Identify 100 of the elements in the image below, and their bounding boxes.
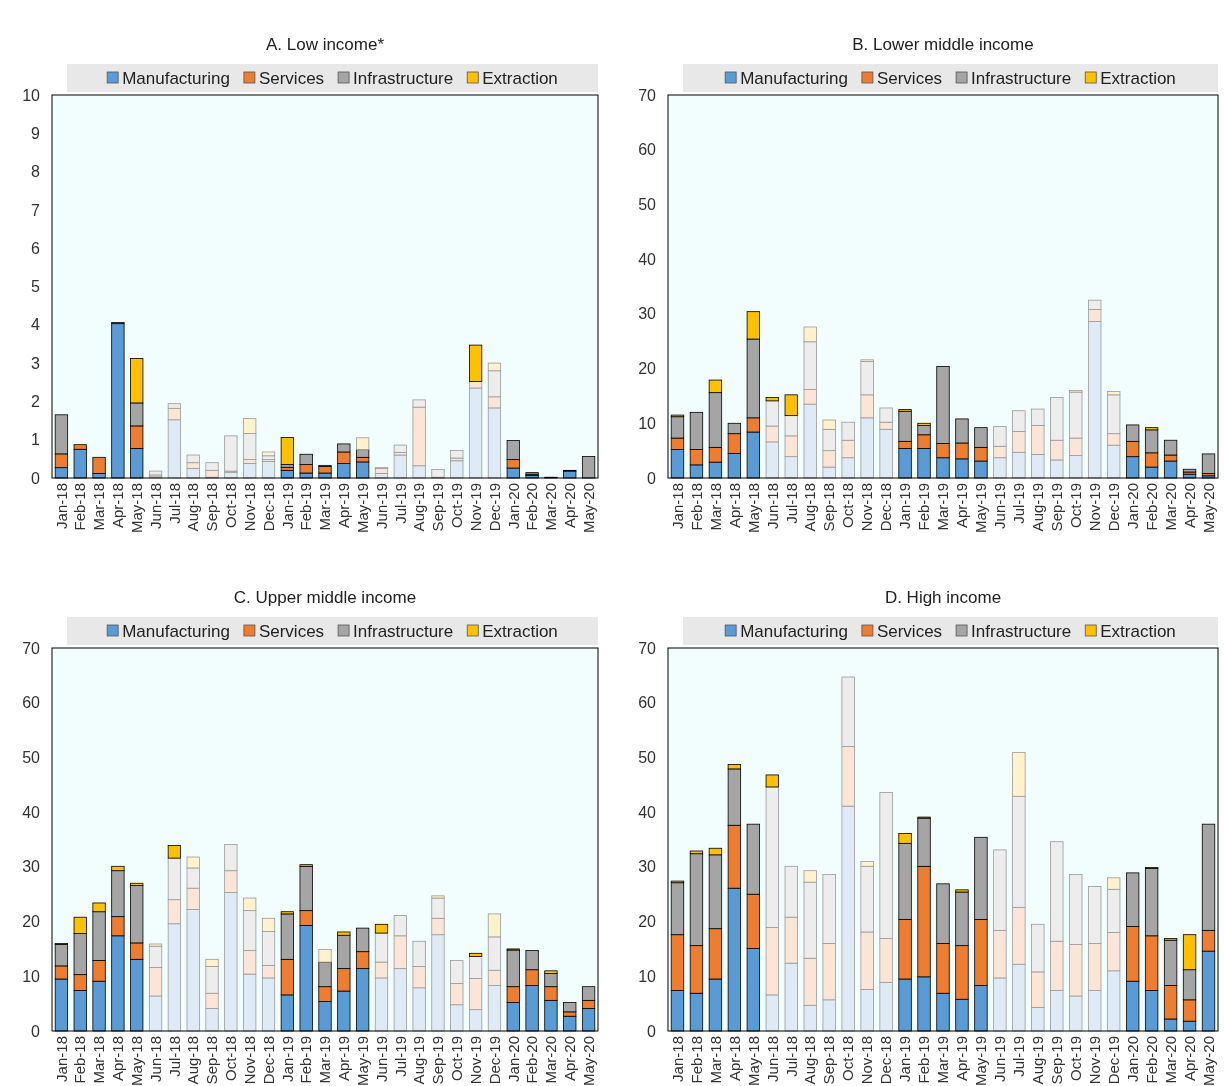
x-tick-label: Jul-18 (165, 1036, 183, 1077)
x-tick-label: May-19 (353, 1036, 371, 1086)
legend-label: Manufacturing (122, 68, 230, 88)
x-tick-label: Jan-19 (278, 483, 296, 529)
y-tick-label: 20 (638, 360, 657, 378)
x-tick-label: Apr-20 (561, 483, 579, 529)
y-tick-label: 70 (638, 86, 657, 104)
x-tick-label: Jun-18 (146, 1036, 164, 1082)
y-tick-label: 1 (31, 431, 41, 449)
y-tick-label: 3 (31, 354, 41, 372)
x-tick-label: Aug-18 (184, 483, 202, 532)
x-tick-label: Feb-20 (523, 483, 541, 531)
x-tick-label: Jun-18 (146, 483, 164, 529)
x-tick-label: Nov-18 (240, 483, 258, 532)
y-tick-label: 0 (647, 469, 657, 487)
x-tick-label: Aug-19 (410, 483, 428, 532)
x-tick-label: Sep-18 (203, 1036, 221, 1085)
y-tick-label: 30 (22, 858, 41, 876)
x-tick-label: Jun-19 (372, 1036, 390, 1082)
y-tick-label: 70 (638, 639, 657, 657)
y-tick-label: 70 (22, 639, 41, 657)
x-tick-label: May-18 (744, 483, 762, 534)
x-tick-label: Jul-19 (1010, 1036, 1028, 1077)
x-tick-label: Oct-19 (1067, 1036, 1085, 1082)
y-tick-label: 10 (638, 967, 657, 985)
legend-label: Manufacturing (740, 68, 848, 88)
x-tick-label: May-19 (972, 1036, 990, 1086)
x-tick-label: Feb-20 (1142, 483, 1160, 531)
x-tick-label: Jan-18 (52, 1036, 70, 1082)
legend-label: Manufacturing (740, 621, 848, 641)
y-tick-label: 9 (31, 124, 41, 142)
y-tick-label: 30 (638, 305, 657, 323)
x-tick-label: Dec-19 (1104, 483, 1122, 532)
y-tick-label: 60 (638, 694, 657, 712)
x-tick-label: Mar-20 (1161, 483, 1179, 531)
y-tick-label: 60 (638, 141, 657, 159)
x-tick-label: Jun-19 (991, 1036, 1009, 1082)
y-tick-label: 30 (638, 858, 657, 876)
x-tick-label: Jan-20 (504, 483, 522, 529)
chart-title: B. Lower middle income (852, 35, 1034, 54)
x-tick-label: Jul-18 (165, 483, 183, 524)
x-tick-label: Mar-18 (706, 1036, 724, 1084)
chart-title: A. Low income* (265, 35, 385, 54)
x-tick-label: Apr-18 (109, 1036, 127, 1082)
x-tick-label: Apr-19 (953, 483, 971, 529)
x-tick-label: May-18 (127, 483, 145, 534)
x-tick-label: Feb-20 (1142, 1036, 1160, 1084)
x-tick-label: Dec-18 (259, 483, 277, 532)
x-tick-label: Feb-18 (687, 483, 705, 531)
x-tick-label: Oct-18 (222, 1036, 240, 1082)
legend-label: Services (876, 68, 943, 88)
y-tick-label: 0 (31, 1022, 41, 1040)
x-tick-label: May-20 (1199, 483, 1217, 534)
x-tick-label: Mar-19 (934, 1036, 952, 1084)
x-tick-label: May-20 (579, 1036, 597, 1086)
x-tick-label: Jul-18 (782, 483, 800, 524)
x-tick-label: Feb-18 (71, 483, 89, 531)
y-tick-label: 10 (22, 86, 41, 104)
x-tick-label: Mar-20 (542, 483, 560, 531)
x-tick-label: Oct-18 (222, 483, 240, 529)
x-tick-label: Apr-18 (725, 483, 743, 529)
x-tick-label: Aug-18 (801, 483, 819, 532)
y-tick-label: 10 (22, 967, 41, 985)
x-tick-label: Sep-18 (203, 483, 221, 532)
y-tick-label: 20 (638, 913, 657, 931)
x-tick-label: May-18 (127, 1036, 145, 1086)
x-tick-label: Mar-18 (706, 483, 724, 531)
y-tick-label: 40 (638, 803, 657, 821)
chart-title: C. Upper middle income (233, 588, 417, 607)
y-tick-label: 2 (31, 393, 41, 411)
x-tick-label: Jun-19 (991, 483, 1009, 529)
x-tick-label: Sep-18 (820, 483, 838, 532)
legend-label: Infrastructure (353, 68, 454, 88)
y-tick-label: 50 (22, 749, 41, 767)
x-tick-label: Oct-19 (448, 483, 466, 529)
legend-label: Infrastructure (971, 621, 1072, 641)
x-tick-label: Jun-18 (763, 483, 781, 529)
x-tick-label: Dec-19 (485, 483, 503, 532)
x-tick-label: Aug-18 (801, 1036, 819, 1085)
x-tick-label: Jul-19 (391, 483, 409, 524)
x-tick-label: Mar-19 (316, 1036, 334, 1084)
x-tick-label: Mar-20 (1161, 1036, 1179, 1084)
x-tick-label: May-18 (744, 1036, 762, 1086)
legend-label: Infrastructure (971, 68, 1072, 88)
x-tick-label: Oct-19 (448, 1036, 466, 1082)
x-tick-label: Jun-18 (763, 1036, 781, 1082)
x-tick-label: Feb-18 (687, 1036, 705, 1084)
x-tick-label: Apr-18 (725, 1036, 743, 1082)
x-tick-label: Apr-19 (335, 483, 353, 529)
x-tick-label: Mar-20 (542, 1036, 560, 1084)
x-tick-label: Feb-19 (915, 1036, 933, 1084)
y-tick-label: 0 (647, 1022, 657, 1040)
y-tick-label: 5 (31, 278, 41, 296)
y-tick-label: 6 (31, 239, 41, 257)
y-tick-label: 8 (31, 163, 41, 181)
x-tick-label: Feb-19 (297, 1036, 315, 1084)
x-tick-label: Nov-19 (1085, 1036, 1103, 1085)
x-tick-label: Jul-19 (391, 1036, 409, 1077)
x-tick-label: May-20 (1199, 1036, 1217, 1086)
x-tick-label: Aug-18 (184, 1036, 202, 1085)
